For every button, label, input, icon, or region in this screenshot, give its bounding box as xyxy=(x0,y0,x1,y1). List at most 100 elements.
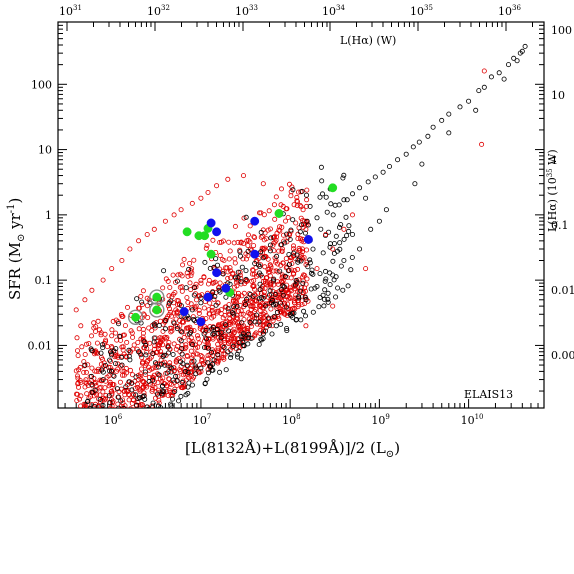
black-point xyxy=(323,194,329,200)
red-point xyxy=(108,381,114,387)
black-point xyxy=(191,358,197,364)
red-point xyxy=(178,207,184,213)
red-point xyxy=(100,389,106,395)
black-point xyxy=(346,223,352,229)
red-point xyxy=(195,335,201,341)
red-point xyxy=(85,362,91,368)
red-point xyxy=(160,285,166,291)
green-point xyxy=(152,292,162,302)
red-point xyxy=(260,246,266,252)
red-point xyxy=(140,326,146,332)
red-point xyxy=(191,374,197,380)
black-point xyxy=(376,218,382,224)
black-point xyxy=(323,276,329,282)
black-point xyxy=(341,236,347,242)
black-point xyxy=(243,268,249,274)
red-point xyxy=(303,323,309,329)
blue-point xyxy=(196,317,206,327)
red-point xyxy=(149,403,155,408)
blue-point xyxy=(206,218,216,228)
black-point xyxy=(87,405,93,408)
black-point xyxy=(117,333,123,339)
red-point xyxy=(127,246,133,252)
black-point xyxy=(156,364,162,370)
x-tick-label-exp: 7 xyxy=(207,413,211,421)
black-point xyxy=(169,365,175,371)
black-point xyxy=(198,295,204,301)
red-point xyxy=(279,289,285,295)
red-point xyxy=(236,308,242,314)
red-point xyxy=(94,340,100,346)
black-point xyxy=(237,253,243,259)
red-point xyxy=(232,335,238,341)
top-tick-label-base: 10 xyxy=(410,5,424,18)
black-point xyxy=(278,242,284,248)
black-point xyxy=(100,345,106,351)
red-point xyxy=(136,377,142,383)
red-point xyxy=(187,366,193,372)
red-point xyxy=(188,348,194,354)
black-point xyxy=(330,258,336,264)
x-tick-label-base: 10 xyxy=(104,414,118,427)
black-point xyxy=(307,203,313,209)
red-point xyxy=(138,336,144,342)
black-point xyxy=(368,226,374,232)
y-tick-label: 0.1 xyxy=(35,274,53,287)
black-point xyxy=(204,376,210,382)
black-point xyxy=(473,107,479,113)
black-point xyxy=(136,349,142,355)
red-point xyxy=(95,318,101,324)
red-point xyxy=(83,369,89,375)
red-point xyxy=(232,223,238,229)
black-point xyxy=(202,380,208,386)
red-point xyxy=(193,297,199,303)
red-point xyxy=(117,379,123,385)
black-point xyxy=(187,329,193,335)
top-tick-label-exp: 34 xyxy=(336,4,345,12)
black-point xyxy=(320,250,326,256)
x-tick-label-base: 10 xyxy=(461,414,475,427)
blue-point xyxy=(221,283,231,293)
red-point xyxy=(314,266,320,272)
black-point xyxy=(163,318,169,324)
black-point xyxy=(201,344,207,350)
red-point xyxy=(82,384,88,390)
red-point xyxy=(166,293,172,299)
red-point xyxy=(276,248,282,254)
x-tick-label-exp: 6 xyxy=(118,413,123,421)
red-point xyxy=(291,202,297,208)
red-point xyxy=(297,202,303,208)
black-point xyxy=(239,264,245,270)
black-point xyxy=(284,231,290,237)
black-point xyxy=(159,389,165,395)
red-point xyxy=(272,216,278,222)
red-point xyxy=(74,335,80,341)
black-point xyxy=(425,133,431,139)
black-point xyxy=(302,230,308,236)
red-point xyxy=(210,352,216,358)
black-point xyxy=(341,172,347,178)
red-point xyxy=(296,247,302,253)
red-point xyxy=(75,353,81,359)
red-point xyxy=(215,285,221,291)
black-point xyxy=(232,275,238,281)
red-point xyxy=(182,384,188,390)
black-point xyxy=(305,222,311,228)
black-point xyxy=(151,335,157,341)
black-point xyxy=(319,178,325,184)
black-point xyxy=(349,254,355,260)
black-point xyxy=(281,284,287,290)
black-point xyxy=(314,283,320,289)
red-point xyxy=(99,405,105,408)
top-tick-label: 1032 xyxy=(147,4,170,18)
red-point xyxy=(292,268,298,274)
black-point xyxy=(395,157,401,163)
black-point xyxy=(219,329,225,335)
red-point xyxy=(302,288,308,294)
red-point xyxy=(481,68,487,74)
black-point xyxy=(328,201,334,207)
black-point xyxy=(291,250,297,256)
red-point xyxy=(230,271,236,277)
black-point xyxy=(274,309,280,315)
